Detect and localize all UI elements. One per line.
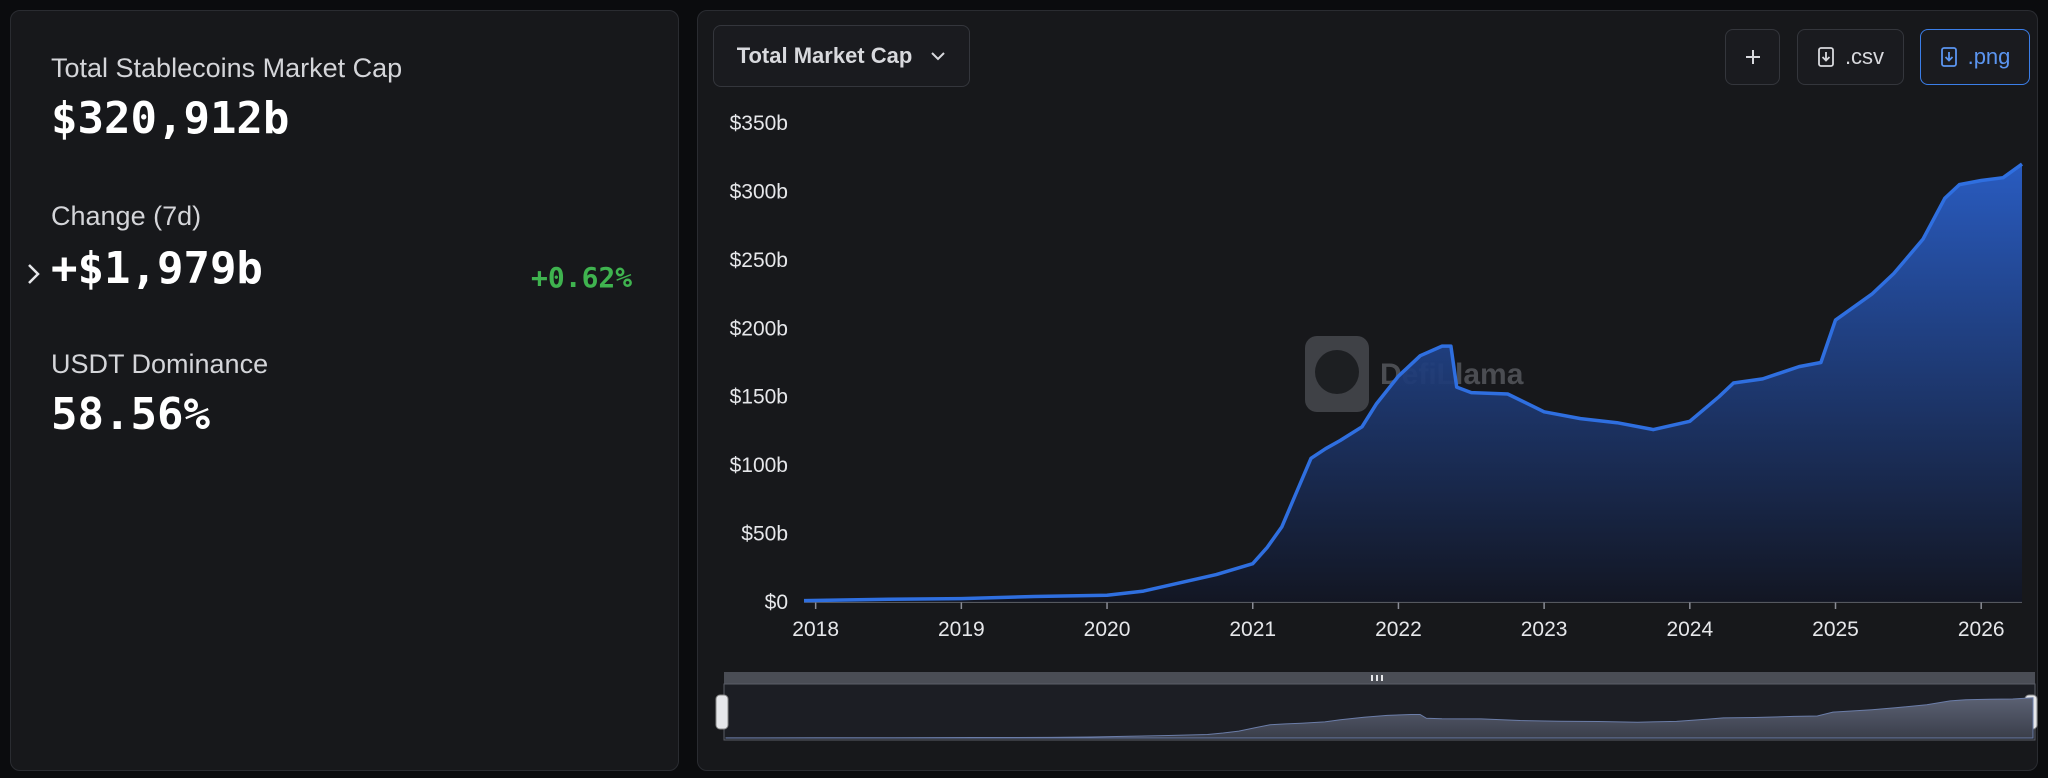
brush-handle-bar[interactable] <box>724 672 2035 684</box>
x-tick-label: 2022 <box>1375 618 1422 641</box>
brush-area <box>725 697 2034 739</box>
csv-label: .csv <box>1844 44 1885 69</box>
metric-dropdown[interactable]: Total Market Cap <box>713 25 970 87</box>
y-tick-label: $350b <box>730 112 788 135</box>
stats-panel: Total Stablecoins Market Cap $320,912b C… <box>10 10 679 771</box>
y-tick-label: $100b <box>730 454 788 477</box>
download-icon <box>1818 47 1834 67</box>
stat-label: USDT Dominance <box>51 349 269 379</box>
png-label: .png <box>1967 44 2011 69</box>
y-tick-label: $250b <box>730 249 788 272</box>
brush-handle[interactable] <box>715 694 729 730</box>
y-tick-label: $150b <box>730 386 788 409</box>
plus-icon <box>1745 50 1760 64</box>
x-tick-label: 2025 <box>1812 618 1859 641</box>
watermark-logo <box>1305 336 1369 412</box>
y-tick-label: $50b <box>741 523 788 546</box>
dropdown-label: Total Market Cap <box>736 43 913 68</box>
chevron-icon <box>931 52 946 61</box>
add-button[interactable] <box>1725 29 1780 85</box>
x-tick-label: 2020 <box>1084 618 1131 641</box>
stat-value: 58.56% <box>51 389 210 440</box>
change-percent: +0.62% <box>531 261 633 294</box>
download-icon <box>1940 47 1957 67</box>
stat-label: Total Stablecoins Market Cap <box>51 53 403 83</box>
x-tick-label: 2024 <box>1666 618 1713 641</box>
line <box>803 162 2024 603</box>
stat-value: $320,912b <box>51 93 290 144</box>
stat-label: Change (7d) <box>51 201 202 231</box>
csv-button[interactable]: .csv <box>1797 29 1904 85</box>
area <box>804 164 2022 602</box>
x-tick-label: 2019 <box>938 618 985 641</box>
png-button[interactable]: .png <box>1920 29 2030 85</box>
y-tick-label: $300b <box>730 180 788 203</box>
y-tick-label: $0 <box>765 591 788 614</box>
x-tick-label: 2023 <box>1521 618 1568 641</box>
stat-value: +$1,979b <box>51 243 263 294</box>
x-tick-label: 2021 <box>1229 618 1276 641</box>
x-tick-label: 2018 <box>792 618 839 641</box>
x-tick-label: 2026 <box>1958 618 2005 641</box>
y-tick-label: $200b <box>730 317 788 340</box>
expand-icon[interactable] <box>23 259 45 289</box>
